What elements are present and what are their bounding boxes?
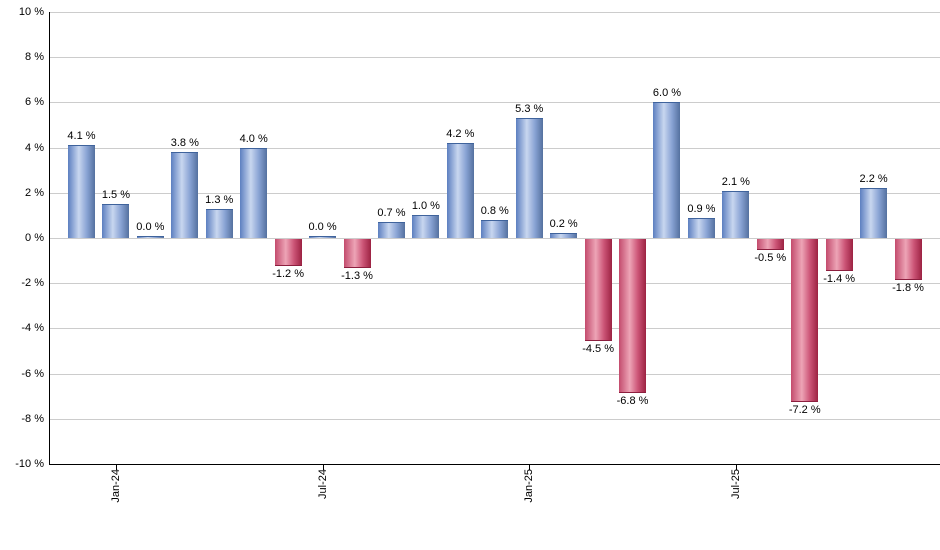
bar-value-label: 0.0 % [308,221,337,233]
bar-value-label: -0.5 % [754,252,787,265]
bar-Aug-25[interactable] [756,239,784,251]
y-axis-tick-label: 2 % [25,186,44,199]
bar-value-label: 1.3 % [205,193,234,206]
y-axis-line [49,12,50,465]
bar-Jan-24[interactable] [102,204,130,238]
bar-value-label: -1.8 % [892,281,924,294]
bar-value-label: 4.2 % [446,128,475,141]
gridline [49,283,940,285]
bar-May-25[interactable] [653,102,681,238]
gridline [49,328,940,330]
bar-Feb-25[interactable] [550,233,578,238]
gridline [49,373,940,375]
gridline [49,102,940,104]
bar-Aug-24[interactable] [343,239,371,269]
bar-May-24[interactable] [240,147,268,238]
bar-value-label: -6.8 % [616,394,649,407]
gridline [49,418,940,420]
bar-value-label: 1.0 % [411,200,440,213]
bar-Jul-25[interactable] [722,190,750,238]
bar-Oct-24[interactable] [412,215,440,238]
bar-value-label: 4.0 % [239,132,268,145]
bar-Jul-24[interactable] [309,236,337,238]
gridline [49,57,940,59]
bar-value-label: -1.4 % [823,272,856,285]
bar-value-label: 3.8 % [170,137,199,150]
y-axis-tick-label: 6 % [25,96,44,109]
y-axis-tick-label: -6 % [21,367,44,380]
bar-Feb-24[interactable] [136,236,164,238]
gridline [49,192,940,194]
x-axis-line [49,464,940,465]
y-axis-tick-label: 4 % [25,141,44,154]
gridline [49,12,940,13]
y-axis-tick-label: -10 % [15,458,44,470]
y-axis-tick-label: -8 % [21,412,44,425]
bar-Mar-25[interactable] [584,239,612,341]
bar-Sep-24[interactable] [377,222,405,238]
x-axis-tick-label: Jan-24 [109,469,122,503]
y-axis-tick-label: 10 % [18,6,44,18]
x-axis-tick [322,465,324,470]
y-axis-tick-label: 8 % [25,51,44,64]
bar-Dec-25[interactable] [894,239,922,280]
y-axis-tick-label: -2 % [21,277,44,290]
bar-Jan-25[interactable] [515,118,543,238]
bar-Dec-23[interactable] [68,145,95,238]
bar-value-label: 0.0 % [136,221,165,233]
x-axis-tick [735,465,737,470]
gridline [49,238,940,239]
bar-value-label: 2.1 % [721,175,750,188]
bar-value-label: -4.5 % [582,342,614,355]
bar-Mar-24[interactable] [171,152,199,238]
bar-Dec-24[interactable] [481,219,509,238]
y-axis-tick-label: 0 % [25,232,44,244]
bar-Oct-25[interactable] [825,239,853,271]
bar-value-label: 4.1 % [67,130,96,143]
bar-Sep-25[interactable] [791,239,819,402]
x-axis-tick-label: Jan-25 [523,469,536,503]
bar-value-label: 0.9 % [687,202,716,215]
bar-value-label: -7.2 % [788,403,821,416]
bar-value-label: 5.3 % [515,103,544,116]
bar-value-label: 6.0 % [652,87,682,100]
bar-Jun-24[interactable] [274,239,302,267]
bar-Apr-25[interactable] [619,239,647,393]
bar-Jun-25[interactable] [687,217,715,238]
bar-Nov-25[interactable] [860,188,888,238]
bar-value-label: 0.7 % [377,207,406,220]
bar-value-label: -1.2 % [272,268,305,281]
x-axis-tick-label: Jul-25 [729,469,742,499]
bar-value-label: 0.8 % [480,204,509,217]
bar-value-label: 2.2 % [859,173,888,186]
y-axis-tick-label: -4 % [21,322,44,335]
x-axis-tick [529,465,531,470]
gridline [49,147,940,149]
bar-Apr-24[interactable] [205,208,233,238]
bar-Nov-24[interactable] [446,143,474,238]
bar-value-label: 1.5 % [101,189,130,202]
x-axis-tick [115,465,117,470]
bar-value-label: -1.3 % [341,270,373,283]
bar-value-label: 0.2 % [549,218,578,231]
x-axis-tick-label: Jul-24 [316,469,329,499]
